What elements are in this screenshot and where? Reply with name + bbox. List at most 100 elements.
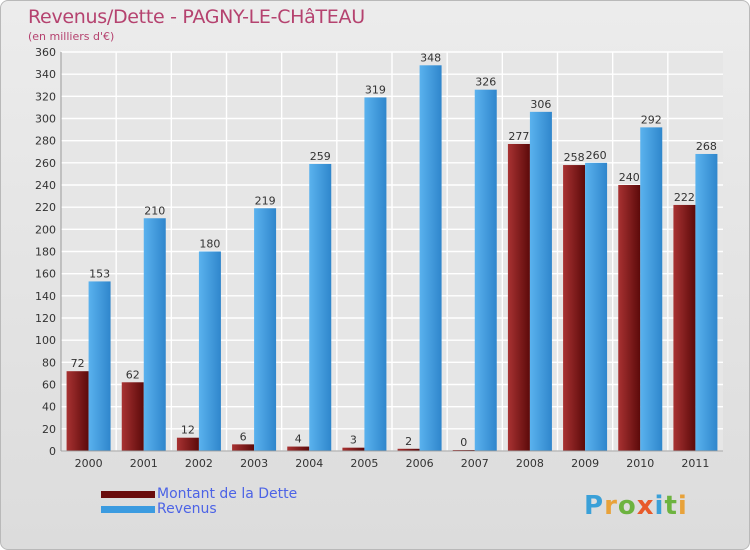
x-tick-label: 2008 [516,457,544,470]
data-label-revenus: 260 [586,149,607,162]
y-tick-label: 20 [42,423,56,436]
data-label-debt: 72 [71,357,85,370]
data-label-revenus: 259 [310,150,331,163]
bar-revenus [585,162,608,452]
x-tick-label: 2003 [240,457,268,470]
x-tick-label: 2002 [185,457,213,470]
x-tick-label: 2001 [130,457,158,470]
data-label-debt: 258 [564,151,585,164]
logo-letter: i [654,491,665,521]
logo-letter: P [584,491,605,521]
x-tick-label: 2009 [571,457,599,470]
chart-title: Revenus/Dette - PAGNY-LE-CHâTEAU [28,6,365,28]
bar-debt [342,447,365,451]
legend-item-revenus: Revenus [101,502,297,517]
axis-layer: 0204060801001201401601802002202402602803… [35,46,723,470]
y-tick-label: 240 [35,179,56,192]
bar-revenus [88,281,111,451]
y-tick-label: 220 [35,201,56,214]
logo-letter: r [604,491,618,521]
data-label-debt: 12 [181,424,195,437]
y-tick-label: 0 [49,445,56,458]
data-label-debt: 3 [350,434,357,447]
y-tick-label: 360 [35,46,56,59]
x-tick-label: 2011 [681,457,709,470]
data-label-revenus: 210 [144,204,165,217]
data-label-debt: 2 [405,435,412,448]
y-tick-label: 280 [35,135,56,148]
x-tick-label: 2005 [350,457,378,470]
legend: Montant de la Dette Revenus [101,487,297,517]
bar-revenus [309,163,332,452]
bar-revenus [364,97,387,452]
data-label-debt: 240 [619,171,640,184]
data-label-revenus: 306 [530,98,551,111]
y-tick-label: 200 [35,223,56,236]
legend-label-debt: Montant de la Dette [157,486,298,502]
data-label-revenus: 319 [365,83,386,96]
data-label-debt: 4 [295,433,302,446]
bar-debt [66,371,89,451]
data-label-debt: 277 [508,130,529,143]
bar-revenus [198,251,221,451]
data-label-debt: 62 [126,368,140,381]
y-tick-label: 340 [35,68,56,81]
grid-layer [61,51,723,452]
logo-letter: i [677,491,688,521]
data-label-revenus: 268 [696,140,717,153]
labels-layer: 72 62 12 6 4 3 2 0 277 258 240 222 153 210 180 219 259 31… [71,51,717,449]
data-label-revenus: 326 [475,76,496,89]
y-tick-label: 260 [35,157,56,170]
x-tick-label: 2007 [461,457,489,470]
data-label-debt: 6 [240,430,247,443]
legend-label-revenus: Revenus [157,501,217,517]
bar-revenus [640,127,663,451]
y-tick-label: 60 [42,379,56,392]
bar-debt [121,382,144,451]
data-label-revenus: 348 [420,51,441,64]
chart-subtitle: (en milliers d'€) [28,30,115,43]
legend-item-debt: Montant de la Dette [101,487,297,502]
x-tick-label: 2006 [406,457,434,470]
y-tick-label: 160 [35,268,56,281]
x-tick-label: 2010 [626,457,654,470]
bar-debt [507,143,530,451]
data-label-revenus: 180 [199,238,220,251]
bar-revenus [143,218,166,451]
bar-debt [397,448,420,451]
bar-revenus [695,153,718,451]
y-tick-label: 120 [35,312,56,325]
data-label-revenus: 292 [641,113,662,126]
legend-swatch-revenus [101,505,155,513]
bar-debt [673,204,696,451]
y-tick-label: 140 [35,290,56,303]
bar-debt [232,444,255,451]
bar-revenus [474,89,497,451]
data-label-debt: 222 [674,191,695,204]
y-tick-label: 300 [35,113,56,126]
y-tick-label: 80 [42,356,56,369]
data-label-revenus: 219 [255,194,276,207]
bar-revenus [254,208,277,451]
bar-revenus [529,111,552,451]
bars-layer [66,65,718,452]
proxiti-logo: Proxiti [584,491,688,521]
x-tick-label: 2004 [295,457,323,470]
y-tick-label: 180 [35,246,56,259]
legend-swatch-debt [101,490,155,498]
logo-letter: o [617,491,637,521]
bar-debt [287,446,310,451]
data-label-revenus: 153 [89,267,110,280]
y-tick-label: 100 [35,334,56,347]
y-tick-label: 40 [42,401,56,414]
bar-debt [176,437,199,451]
y-tick-label: 320 [35,90,56,103]
logo-letter: x [636,491,655,521]
bar-revenus [419,65,442,452]
data-label-debt: 0 [460,436,467,449]
x-tick-label: 2000 [75,457,103,470]
bar-debt [618,185,641,451]
logo-letter: t [664,491,678,521]
bar-debt [563,165,586,452]
